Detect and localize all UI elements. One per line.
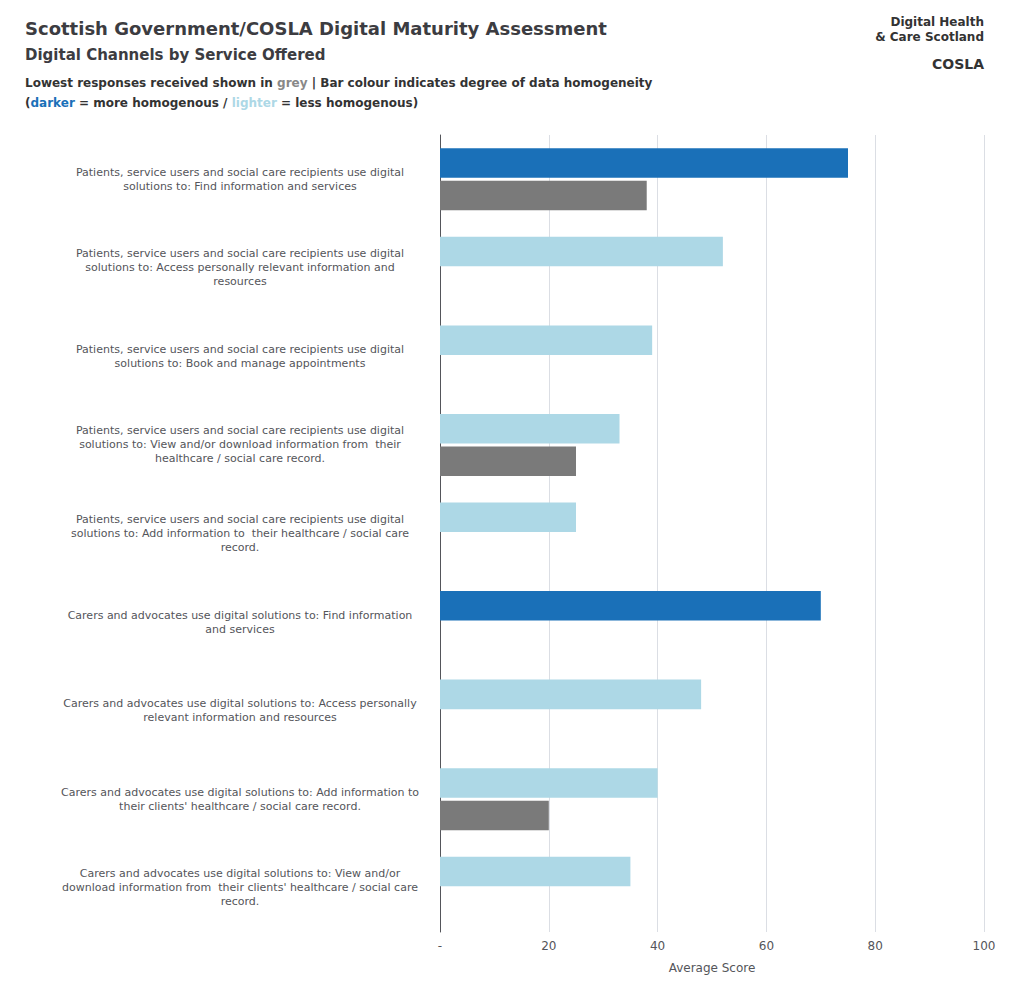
svg-text:-: - — [438, 939, 442, 953]
svg-text:80: 80 — [868, 939, 883, 953]
svg-text:40: 40 — [650, 939, 665, 953]
svg-text:Average Score: Average Score — [669, 961, 756, 975]
svg-text:darker: darker — [30, 96, 74, 110]
svg-text:= less homogenous): = less homogenous) — [277, 96, 418, 110]
svg-text:solutions to: View and/or down: solutions to: View and/or download infor… — [79, 438, 401, 451]
svg-text:Patients, service users and so: Patients, service users and social care … — [76, 166, 404, 179]
svg-text:record.: record. — [221, 895, 260, 908]
svg-text:Carers and advocates use digit: Carers and advocates use digital solutio… — [61, 786, 419, 799]
svg-text:solutions to: Find information: solutions to: Find information and servi… — [123, 180, 357, 193]
svg-text:solutions to: Access personall: solutions to: Access personally relevant… — [85, 261, 394, 274]
svg-text:solutions to: Add information: solutions to: Add information to their h… — [71, 527, 409, 540]
svg-text:Digital Health: Digital Health — [890, 15, 984, 29]
svg-text:COSLA: COSLA — [932, 56, 984, 72]
svg-text:Patients, service users and so: Patients, service users and social care … — [76, 424, 404, 437]
svg-text:Carers and advocates use digit: Carers and advocates use digital solutio… — [80, 867, 401, 880]
svg-text:| Bar colour indicates degree: | Bar colour indicates degree of data ho… — [308, 76, 653, 90]
svg-text:Patients, service users and so: Patients, service users and social care … — [76, 247, 404, 260]
svg-text:Patients, service users and so: Patients, service users and social care … — [76, 513, 404, 526]
svg-text:100: 100 — [973, 939, 996, 953]
svg-text:& Care Scotland: & Care Scotland — [875, 30, 984, 44]
svg-text:their clients' healthcare / so: their clients' healthcare / social care … — [119, 800, 361, 813]
svg-text:20: 20 — [541, 939, 556, 953]
svg-text:Lowest responses received show: Lowest responses received shown in — [25, 76, 277, 90]
svg-text:resources: resources — [213, 275, 267, 288]
svg-text:60: 60 — [759, 939, 774, 953]
svg-text:grey: grey — [277, 76, 308, 90]
svg-text:healthcare / social care recor: healthcare / social care record. — [155, 452, 325, 465]
svg-text:Digital Channels by Service Of: Digital Channels by Service Offered — [25, 46, 325, 64]
svg-text:relevant information and resou: relevant information and resources — [143, 711, 337, 724]
svg-text:lighter: lighter — [232, 96, 277, 110]
svg-text:download information from the: download information from their clients'… — [62, 881, 418, 894]
svg-text:Carers and advocates use digit: Carers and advocates use digital solutio… — [68, 609, 413, 622]
svg-text:Carers and advocates use digit: Carers and advocates use digital solutio… — [63, 697, 417, 710]
svg-text:and services: and services — [205, 623, 275, 636]
svg-text:solutions to: Book and manage: solutions to: Book and manage appointmen… — [115, 357, 366, 370]
svg-text:Scottish Government/COSLA Digi: Scottish Government/COSLA Digital Maturi… — [25, 18, 607, 39]
svg-text:Patients, service users and so: Patients, service users and social care … — [76, 343, 404, 356]
svg-text:= more homogenous /: = more homogenous / — [75, 96, 232, 110]
svg-text:record.: record. — [221, 541, 260, 554]
